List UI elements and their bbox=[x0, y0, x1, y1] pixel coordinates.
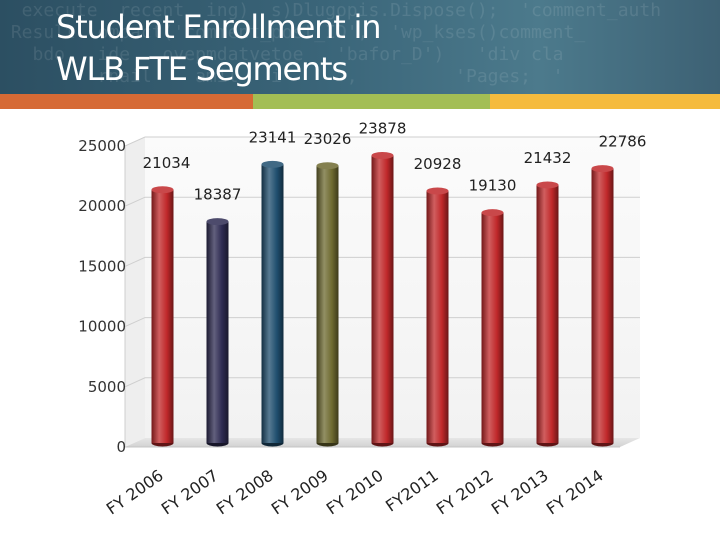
y-tick-label: 25000 bbox=[78, 137, 126, 155]
bar-value-label: 23141 bbox=[249, 128, 297, 146]
bar-value-label: 21034 bbox=[143, 154, 191, 172]
bar bbox=[206, 221, 229, 443]
x-category-label: FY 2009 bbox=[268, 466, 332, 519]
x-category-label: FY 2010 bbox=[323, 466, 387, 519]
accent-stripe-yellow bbox=[490, 94, 720, 109]
bar bbox=[481, 212, 504, 443]
y-tick-label: 5000 bbox=[88, 378, 126, 396]
slide-title: Student Enrollment in WLB FTE Segments bbox=[56, 6, 381, 90]
title-line-1: Student Enrollment in bbox=[56, 8, 381, 46]
y-gridline bbox=[124, 196, 640, 207]
y-gridline bbox=[124, 256, 640, 267]
x-category-label: FY 2008 bbox=[213, 466, 277, 519]
y-tick-label: 15000 bbox=[78, 257, 126, 275]
bar-top bbox=[481, 209, 504, 217]
bar-top bbox=[591, 165, 614, 173]
bar bbox=[261, 164, 284, 443]
bar bbox=[316, 165, 339, 443]
bar-top bbox=[536, 181, 559, 189]
bar-top bbox=[426, 187, 449, 195]
code-background: execute recent ing) s)Dlugopis.Dispose()… bbox=[10, 0, 662, 87]
bar bbox=[151, 189, 174, 443]
x-category-label: FY 2007 bbox=[158, 466, 222, 519]
plot-side-wall bbox=[125, 137, 145, 447]
x-category-label: FY 2012 bbox=[433, 466, 497, 519]
y-tick-label: 10000 bbox=[78, 318, 126, 336]
title-line-2: WLB FTE Segments bbox=[56, 50, 348, 88]
x-category-label: FY 2006 bbox=[103, 466, 167, 519]
bar bbox=[536, 184, 559, 443]
bar-value-label: 21432 bbox=[524, 149, 572, 167]
bar-top bbox=[206, 218, 229, 226]
x-category-label: FY 2013 bbox=[488, 466, 552, 519]
bar-value-label: 18387 bbox=[194, 186, 242, 204]
bar bbox=[426, 191, 449, 443]
x-category-label: FY 2014 bbox=[543, 466, 607, 519]
bar bbox=[591, 168, 614, 443]
y-gridline bbox=[124, 377, 640, 388]
bar-value-label: 19130 bbox=[469, 177, 517, 195]
y-gridline bbox=[124, 317, 640, 328]
accent-stripe-green bbox=[253, 94, 490, 109]
y-tick-label: 0 bbox=[116, 438, 126, 456]
bar-top bbox=[371, 152, 394, 160]
slide-header: execute recent ing) s)Dlugopis.Dispose()… bbox=[0, 0, 720, 94]
y-gridline bbox=[124, 136, 640, 147]
x-category-label: FY2011 bbox=[382, 466, 442, 516]
bar-value-label: 20928 bbox=[414, 155, 462, 173]
bar-value-label: 22786 bbox=[599, 133, 647, 151]
bar-value-label: 23878 bbox=[359, 120, 407, 138]
bar bbox=[371, 155, 394, 443]
bar-top bbox=[151, 186, 174, 194]
bar-value-label: 23026 bbox=[304, 130, 352, 148]
bar-top bbox=[316, 162, 339, 170]
accent-stripe-orange bbox=[0, 94, 253, 109]
bar-top bbox=[261, 160, 284, 168]
y-tick-label: 20000 bbox=[78, 197, 126, 215]
